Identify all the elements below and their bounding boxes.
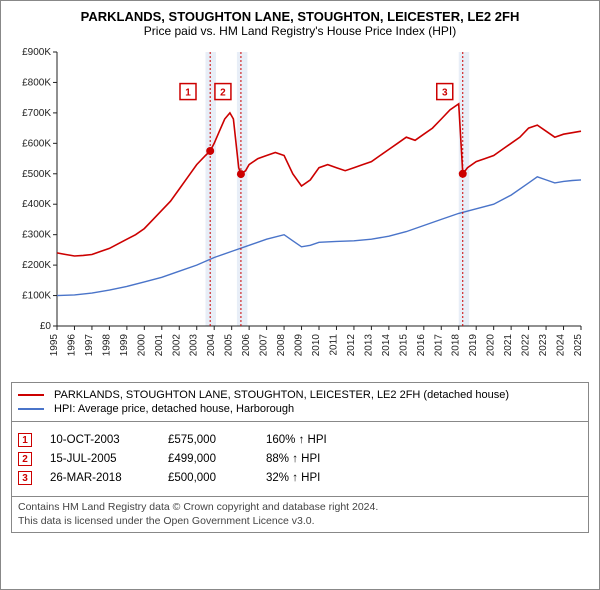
x-tick-label: 2022 xyxy=(521,334,532,357)
y-tick-label: £300K xyxy=(22,230,51,241)
y-tick-label: £600K xyxy=(22,138,51,149)
line-chart-svg: £0 £100K £200K £300K £400K £500K £600K £700K £80… xyxy=(11,44,591,374)
footnote-box: Contains HM Land Registry data © Crown c… xyxy=(11,497,589,533)
event-dot xyxy=(237,170,245,178)
legend-row: HPI: Average price, detached house, Harb… xyxy=(18,403,582,415)
event-marker: 3 xyxy=(18,471,32,485)
x-tick-label: 2000 xyxy=(136,334,147,357)
x-tick-label: 2011 xyxy=(328,334,339,356)
event-dot xyxy=(459,170,467,178)
x-tick-label: 2001 xyxy=(154,334,165,357)
x-tick-label: 2024 xyxy=(556,334,567,357)
y-tick-label: £200K xyxy=(22,260,51,271)
x-tick-label: 1999 xyxy=(119,334,130,357)
event-date: 10-OCT-2003 xyxy=(50,434,150,446)
y-tick-label: £400K xyxy=(22,199,51,210)
x-tick-label: 2020 xyxy=(486,334,497,357)
y-tick-label: £800K xyxy=(22,77,51,88)
x-tick-label: 2025 xyxy=(573,334,584,357)
events-table: 1 10-OCT-2003 £575,000 160% ↑ HPI 2 15-JUL-20… xyxy=(11,422,589,497)
y-tick-label: £100K xyxy=(22,291,51,302)
event-marker: 2 xyxy=(18,452,32,466)
footnote-line-2: This data is licensed under the Open Gov… xyxy=(18,515,582,529)
legend-label: HPI: Average price, detached house, Harb… xyxy=(54,403,294,415)
x-tick-label: 2005 xyxy=(224,334,235,357)
event-marker: 1 xyxy=(18,433,32,447)
x-tick-label: 1998 xyxy=(101,334,112,357)
event-price: £575,000 xyxy=(168,434,248,446)
x-tick-label: 2006 xyxy=(241,334,252,357)
chart-title: PARKLANDS, STOUGHTON LANE, STOUGHTON, LE… xyxy=(11,9,589,24)
legend-label: PARKLANDS, STOUGHTON LANE, STOUGHTON, LE… xyxy=(54,389,509,401)
event-delta: 88% ↑ HPI xyxy=(266,453,582,465)
event-delta: 160% ↑ HPI xyxy=(266,434,582,446)
footnote-line-1: Contains HM Land Registry data © Crown c… xyxy=(18,501,582,515)
x-tick-label: 2016 xyxy=(416,334,427,357)
x-tick-label: 2012 xyxy=(346,334,357,357)
event-marker-number: 1 xyxy=(185,88,191,99)
x-tick-label: 2019 xyxy=(468,334,479,357)
event-marker-number: 3 xyxy=(442,88,448,99)
legend-swatch xyxy=(18,408,44,410)
y-tick-label: £0 xyxy=(40,321,52,332)
x-tick-label: 2017 xyxy=(433,334,444,357)
event-row: 3 26-MAR-2018 £500,000 32% ↑ HPI xyxy=(18,471,582,485)
event-row: 2 15-JUL-2005 £499,000 88% ↑ HPI xyxy=(18,452,582,466)
event-marker-number: 2 xyxy=(220,88,226,99)
chart-container: PARKLANDS, STOUGHTON LANE, STOUGHTON, LE… xyxy=(0,0,600,590)
x-tick-label: 2008 xyxy=(276,334,287,357)
chart-plot-area: £0 £100K £200K £300K £400K £500K £600K £700K £80… xyxy=(11,44,589,374)
x-tick-label: 1996 xyxy=(66,334,77,357)
x-tick-label: 2023 xyxy=(538,334,549,357)
event-date: 15-JUL-2005 xyxy=(50,453,150,465)
x-tick-label: 2009 xyxy=(294,334,305,357)
x-tick-label: 1995 xyxy=(49,334,60,357)
x-tick-label: 1997 xyxy=(84,334,95,357)
x-tick-label: 2010 xyxy=(311,334,322,357)
event-price: £499,000 xyxy=(168,453,248,465)
x-tick-label: 2004 xyxy=(206,334,217,357)
x-tick-label: 2013 xyxy=(363,334,374,357)
x-tick-label: 2014 xyxy=(381,334,392,357)
x-tick-label: 2003 xyxy=(189,334,200,357)
event-row: 1 10-OCT-2003 £575,000 160% ↑ HPI xyxy=(18,433,582,447)
event-delta: 32% ↑ HPI xyxy=(266,472,582,484)
x-tick-label: 2018 xyxy=(451,334,462,357)
x-tick-label: 2021 xyxy=(503,334,514,357)
legend-swatch xyxy=(18,394,44,396)
legend-box: PARKLANDS, STOUGHTON LANE, STOUGHTON, LE… xyxy=(11,382,589,422)
y-tick-label: £900K xyxy=(22,47,51,58)
x-tick-label: 2015 xyxy=(398,334,409,357)
y-tick-label: £700K xyxy=(22,108,51,119)
event-price: £500,000 xyxy=(168,472,248,484)
x-tick-label: 2007 xyxy=(259,334,270,357)
event-dot xyxy=(206,147,214,155)
chart-subtitle: Price paid vs. HM Land Registry's House … xyxy=(11,24,589,38)
event-date: 26-MAR-2018 xyxy=(50,472,150,484)
x-tick-label: 2002 xyxy=(171,334,182,357)
y-tick-label: £500K xyxy=(22,169,51,180)
legend-row: PARKLANDS, STOUGHTON LANE, STOUGHTON, LE… xyxy=(18,389,582,401)
